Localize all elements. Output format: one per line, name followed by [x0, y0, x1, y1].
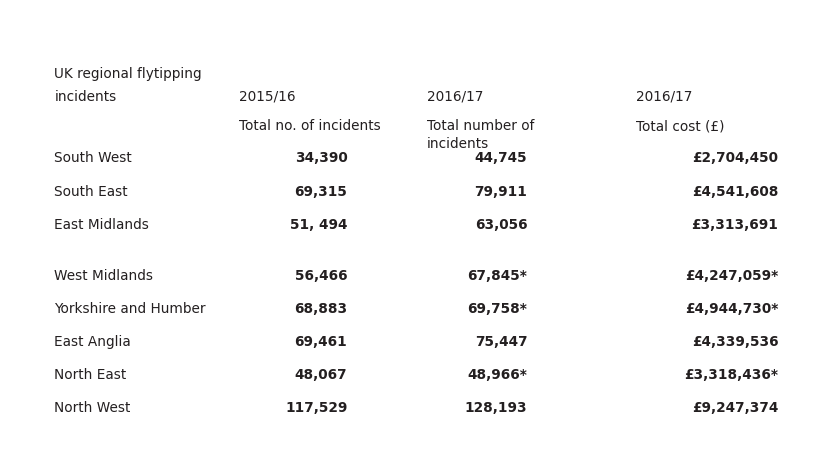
Text: £4,541,608: £4,541,608 [691, 185, 777, 199]
Text: North East: North East [54, 368, 126, 382]
Text: 69,461: 69,461 [294, 335, 347, 349]
Text: South East: South East [54, 185, 128, 199]
Text: 2015/16: 2015/16 [238, 90, 295, 104]
Text: 67,845*: 67,845* [466, 269, 527, 283]
Text: 68,883: 68,883 [294, 302, 347, 316]
Text: 51, 494: 51, 494 [289, 218, 347, 232]
Text: £4,339,536: £4,339,536 [691, 335, 777, 349]
Text: South West: South West [54, 151, 132, 166]
Text: 79,911: 79,911 [474, 185, 527, 199]
Text: £4,944,730*: £4,944,730* [684, 302, 777, 316]
Text: 48,067: 48,067 [294, 368, 347, 382]
Text: West Midlands: West Midlands [54, 269, 153, 283]
Text: £4,247,059*: £4,247,059* [685, 269, 777, 283]
Text: 63,056: 63,056 [474, 218, 527, 232]
Text: North West: North West [54, 401, 130, 415]
Text: £9,247,374: £9,247,374 [691, 401, 777, 415]
Text: East Anglia: East Anglia [54, 335, 131, 349]
Text: £3,313,691: £3,313,691 [691, 218, 777, 232]
Text: 56,466: 56,466 [294, 269, 347, 283]
Text: 117,529: 117,529 [284, 401, 347, 415]
Text: 34,390: 34,390 [294, 151, 347, 166]
Text: incidents: incidents [54, 90, 116, 104]
Text: £2,704,450: £2,704,450 [691, 151, 777, 166]
Text: Total number of
incidents: Total number of incidents [426, 119, 533, 151]
Text: 48,966*: 48,966* [466, 368, 527, 382]
Text: Total no. of incidents: Total no. of incidents [238, 119, 380, 134]
Text: 69,758*: 69,758* [466, 302, 527, 316]
Text: 75,447: 75,447 [474, 335, 527, 349]
Text: Total cost (£): Total cost (£) [635, 119, 724, 134]
Text: 128,193: 128,193 [464, 401, 527, 415]
Text: Yorkshire and Humber: Yorkshire and Humber [54, 302, 206, 316]
Text: East Midlands: East Midlands [54, 218, 149, 232]
Text: 2016/17: 2016/17 [426, 90, 482, 104]
Text: UK regional flytipping: UK regional flytipping [54, 67, 201, 81]
Text: 2016/17: 2016/17 [635, 90, 691, 104]
Text: £3,318,436*: £3,318,436* [684, 368, 777, 382]
Text: 69,315: 69,315 [294, 185, 347, 199]
Text: 44,745: 44,745 [474, 151, 527, 166]
